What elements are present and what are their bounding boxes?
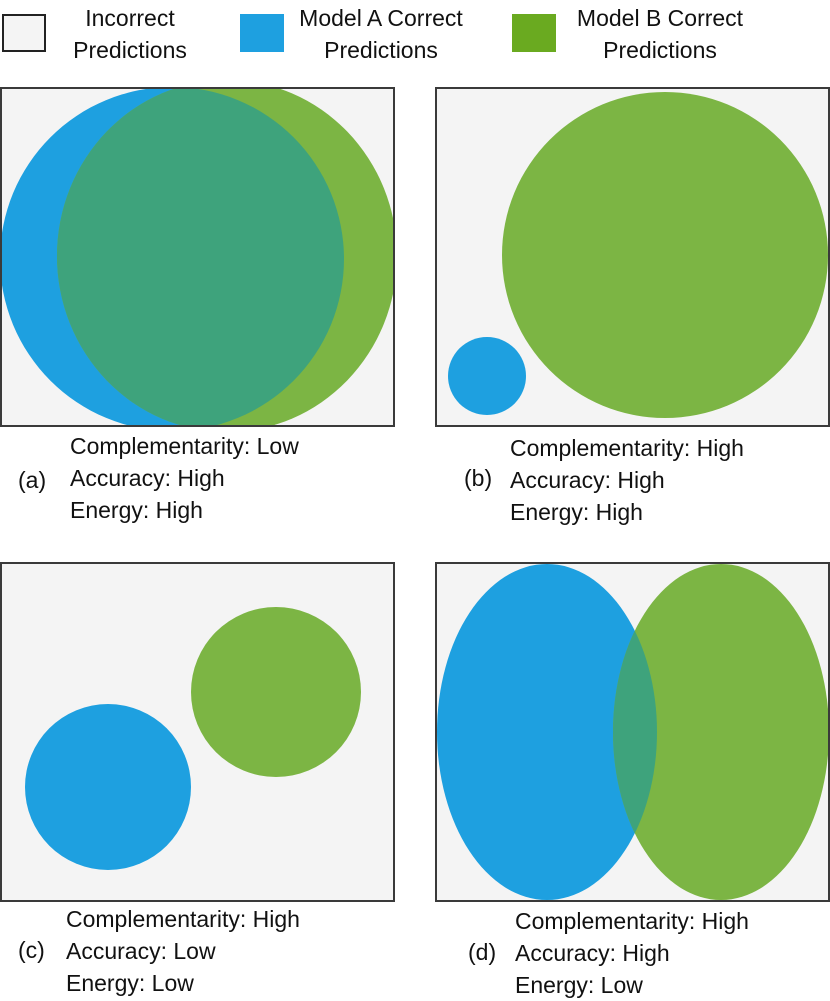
legend-swatch-model-b: [512, 14, 556, 52]
panel-b-model-b-circle: [502, 92, 828, 418]
panel-d-stats: Complementarity: High Accuracy: High Ene…: [515, 905, 749, 1001]
panel-d-complementarity: Complementarity: High: [515, 908, 749, 934]
panel-c-accuracy: Accuracy: Low: [66, 938, 216, 964]
panel-d-energy: Energy: Low: [515, 972, 643, 998]
legend-swatch-incorrect: [2, 14, 46, 52]
panel-c-energy: Energy: Low: [66, 970, 194, 996]
panel-c-complementarity: Complementarity: High: [66, 906, 300, 932]
legend-label-model-b: Model B Correct Predictions: [576, 5, 744, 63]
panel-a-diagram: [0, 87, 395, 427]
panel-a-overlap-region: [57, 89, 344, 425]
legend-label-model-a: Model A Correct Predictions: [299, 5, 463, 63]
panel-c-diagram: [0, 562, 395, 902]
panel-c-stats: Complementarity: High Accuracy: Low Ener…: [66, 903, 300, 999]
panel-b-model-a-circle: [448, 337, 526, 415]
panel-a-energy: Energy: High: [70, 497, 203, 523]
panel-b-stats: Complementarity: High Accuracy: High Ene…: [510, 432, 744, 528]
panel-c-tag: (c): [18, 937, 45, 963]
panel-d-tag: (d): [468, 939, 497, 965]
panel-d-model-b-ellipse: [613, 564, 828, 900]
panel-b-diagram: [435, 87, 830, 427]
panel-d-accuracy: Accuracy: High: [515, 940, 670, 966]
legend-label-incorrect: Incorrect Predictions: [73, 5, 187, 63]
panel-b-accuracy: Accuracy: High: [510, 467, 665, 493]
panel-a-accuracy: Accuracy: High: [70, 465, 225, 491]
panel-c-model-b-circle: [191, 607, 361, 777]
panel-b-complementarity: Complementarity: High: [510, 435, 744, 461]
panel-b-tag: (b): [464, 465, 493, 491]
panel-d-model-a-ellipse: [437, 564, 657, 900]
panel-a-stats: Complementarity: Low Accuracy: High Ener…: [70, 430, 299, 526]
legend-swatch-model-a: [240, 14, 284, 52]
panel-c-model-a-circle: [25, 704, 191, 870]
panel-b-energy: Energy: High: [510, 499, 643, 525]
panel-a-tag: (a): [18, 467, 47, 493]
panel-a-complementarity: Complementarity: Low: [70, 433, 299, 459]
panel-d-diagram: [435, 562, 830, 902]
